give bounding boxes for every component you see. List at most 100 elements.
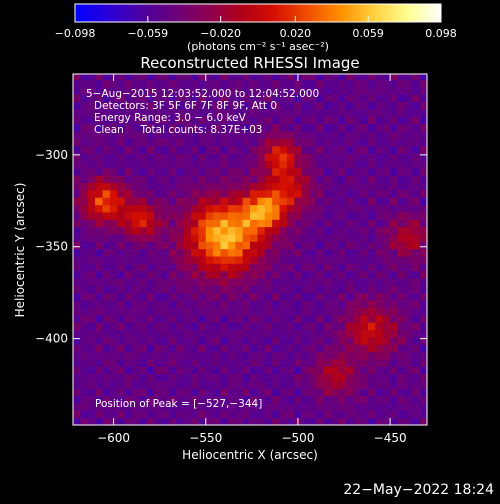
heatmap-cell [220,204,229,213]
heatmap-cell [242,373,251,382]
heatmap-cell [168,322,177,331]
heatmap-cell [309,344,317,353]
heatmap-cell [331,175,340,184]
heatmap-cell [102,204,111,213]
heatmap-cell [286,233,295,242]
heatmap-cell [375,358,384,367]
heatmap-cell [139,116,148,125]
heatmap-cell [286,189,295,198]
heatmap-cell [397,160,406,169]
heatmap-cell [191,116,199,125]
heatmap-cell [345,255,354,264]
heatmap-cell [183,314,192,323]
heatmap-cell [161,351,170,360]
heatmap-cell [331,292,340,301]
heatmap-cell [257,270,266,279]
heatmap-cell [95,233,104,242]
heatmap-cell [375,153,384,161]
heatmap-cell [87,263,96,272]
heatmap-cell [323,167,332,176]
heatmap-cell [338,160,347,169]
heatmap-cell [139,277,148,286]
heatmap-cell [191,417,199,425]
heatmap-cell [220,167,229,176]
heatmap-cell [272,226,281,235]
heatmap-cell [353,270,362,279]
heatmap-cell [102,329,111,338]
heatmap-cell [213,277,222,286]
heatmap-cell [360,86,369,95]
heatmap-cell [390,395,399,404]
heatmap-cell [345,101,354,110]
heatmap-cell [286,167,295,176]
heatmap-cell [404,211,413,220]
heatmap-cell [242,351,251,360]
heatmap-cell [338,358,347,367]
heatmap-cell [213,116,222,125]
x-tick-label: −500 [281,431,314,445]
heatmap-cell [323,300,332,308]
heatmap-cell [235,373,244,382]
heatmap-cell [404,74,413,81]
heatmap-cell [331,138,340,147]
heatmap-cell [227,101,236,110]
heatmap-cell [198,314,207,323]
heatmap-cell [132,175,140,184]
heatmap-cell [95,329,104,338]
heatmap-cell [168,160,177,169]
heatmap-cell [220,263,229,272]
heatmap-cell [132,138,140,147]
heatmap-cell [368,182,376,191]
heatmap-cell [390,167,399,176]
heatmap-cell [132,94,140,103]
heatmap-cell [146,116,155,125]
heatmap-cell [117,204,126,213]
heatmap-cell [176,358,185,367]
heatmap-cell [272,263,281,272]
colorbar-ticks: −0.098 −0.059 −0.020 0.020 0.059 0.098 [55,16,457,40]
heatmap-cell [323,314,332,323]
heatmap-cell [176,351,185,360]
heatmap-cell [235,123,244,132]
heatmap-cell [338,388,347,397]
heatmap-cell [286,358,295,367]
heatmap-cell [279,417,288,425]
heatmap-cell [257,160,266,169]
heatmap-cell [257,277,266,286]
heatmap-cell [205,270,214,279]
heatmap-cell [242,248,251,257]
heatmap-cell [345,197,354,206]
heatmap-cell [102,388,111,397]
heatmap-cell [139,101,148,110]
heatmap-cell [397,285,406,294]
heatmap-cell [301,322,310,331]
heatmap-cell [404,380,413,389]
heatmap-image [73,74,427,425]
heatmap-cell [323,263,332,272]
heatmap-cell [316,74,325,81]
heatmap-cell [272,204,281,213]
heatmap-cell [309,322,317,331]
heatmap-cell [316,263,325,272]
heatmap-cell [242,86,251,95]
heatmap-cell [205,373,214,382]
heatmap-cell [419,189,427,198]
heatmap-cell [382,255,391,264]
heatmap-cell [109,329,118,338]
heatmap-cell [309,241,317,250]
heatmap-cell [382,329,391,338]
heatmap-cell [368,233,376,242]
heatmap-cell [345,86,354,95]
heatmap-cell [87,145,96,154]
heatmap-cell [242,167,251,176]
heatmap-cell [87,74,96,81]
heatmap-cell [390,108,399,117]
heatmap-cell [176,79,185,88]
heatmap-cell [353,219,362,228]
heatmap-cell [360,358,369,367]
heatmap-cell [124,351,133,360]
heatmap-cell [198,322,207,331]
heatmap-cell [146,153,155,161]
heatmap-cell [272,108,281,117]
heatmap-cell [154,197,163,206]
